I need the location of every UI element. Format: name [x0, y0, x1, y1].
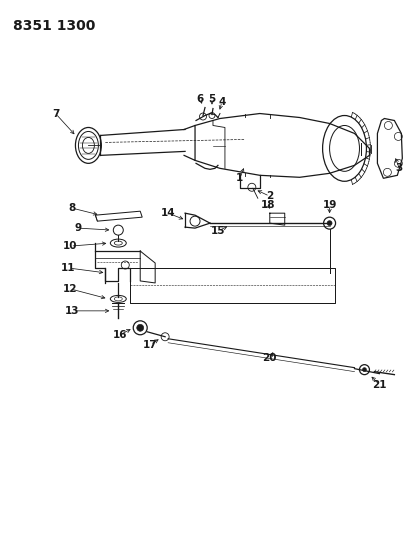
Text: 7: 7	[52, 109, 59, 118]
Circle shape	[199, 113, 206, 120]
Text: 19: 19	[321, 200, 336, 210]
Text: 9: 9	[75, 223, 82, 233]
Circle shape	[359, 365, 369, 375]
Text: 5: 5	[208, 94, 215, 103]
Text: 1: 1	[236, 173, 243, 183]
Circle shape	[209, 112, 214, 118]
Text: 10: 10	[63, 241, 78, 251]
Text: 15: 15	[210, 226, 225, 236]
Text: 13: 13	[65, 306, 79, 316]
Circle shape	[133, 321, 147, 335]
Text: 2: 2	[265, 191, 273, 201]
Circle shape	[362, 368, 366, 372]
Text: 12: 12	[63, 284, 78, 294]
Text: 11: 11	[61, 263, 76, 273]
Text: 18: 18	[260, 200, 274, 210]
Text: 17: 17	[142, 340, 157, 350]
Text: 14: 14	[160, 208, 175, 218]
Circle shape	[326, 221, 331, 225]
Text: 6: 6	[196, 94, 203, 103]
Circle shape	[136, 324, 144, 332]
Text: 8: 8	[69, 203, 76, 213]
Text: 16: 16	[113, 330, 127, 340]
Text: 20: 20	[262, 353, 276, 362]
Text: 21: 21	[371, 379, 386, 390]
Text: 4: 4	[218, 96, 225, 107]
Text: 8351 1300: 8351 1300	[13, 19, 95, 33]
Text: 3: 3	[395, 163, 402, 173]
